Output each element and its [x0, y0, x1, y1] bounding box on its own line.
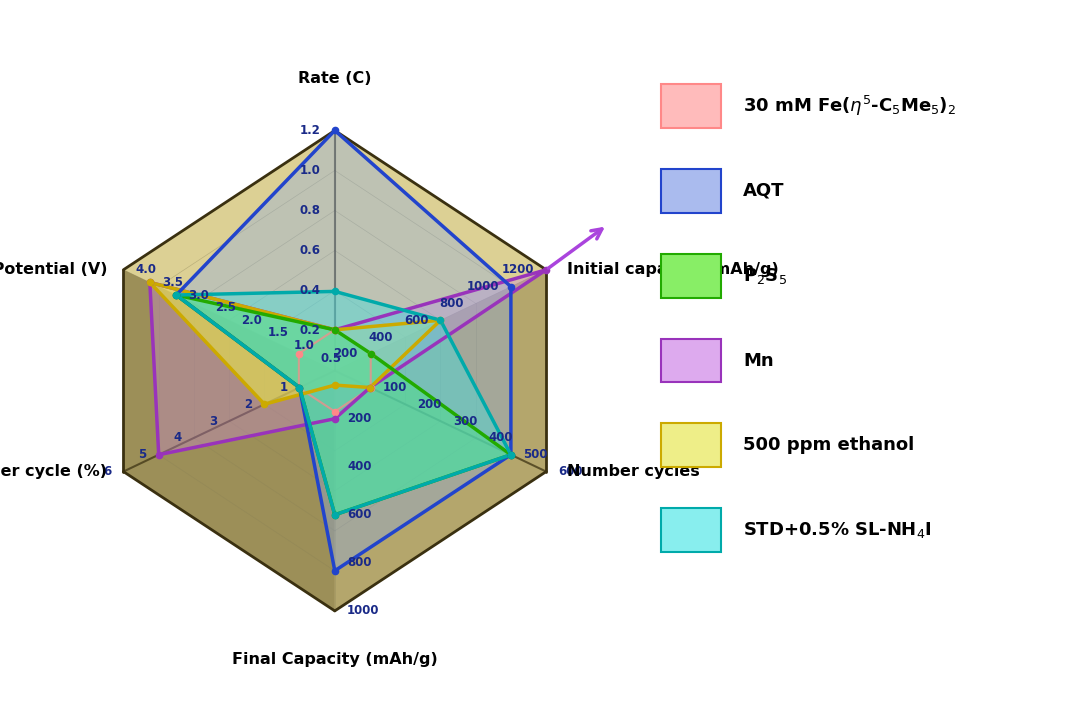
Text: 1000: 1000: [467, 280, 499, 293]
Text: Final Capacity (mAh/g): Final Capacity (mAh/g): [232, 652, 437, 667]
Text: 300: 300: [453, 415, 477, 428]
Text: STD+0.5% SL-NH$_4$I: STD+0.5% SL-NH$_4$I: [743, 520, 932, 540]
Text: 600: 600: [404, 314, 429, 327]
Text: 0.5: 0.5: [321, 352, 341, 365]
Text: Number cycles: Number cycles: [567, 464, 700, 479]
Text: Initial capacity (mAh/g): Initial capacity (mAh/g): [567, 262, 779, 278]
Text: 4: 4: [174, 431, 181, 444]
Text: 0.8: 0.8: [299, 204, 321, 217]
Text: 6: 6: [103, 465, 111, 478]
Polygon shape: [335, 270, 546, 611]
Text: 1000: 1000: [347, 604, 379, 617]
Polygon shape: [176, 131, 511, 571]
Text: 3.5: 3.5: [162, 276, 183, 289]
Text: 0.6: 0.6: [299, 244, 321, 257]
Text: 100: 100: [382, 381, 407, 394]
Text: 2.5: 2.5: [215, 301, 235, 314]
Text: 1200: 1200: [501, 263, 534, 276]
Text: 2: 2: [244, 398, 252, 411]
Text: 400: 400: [488, 431, 512, 444]
Text: 30 mM Fe($\eta^5$-C$_5$Me$_5$)$_2$: 30 mM Fe($\eta^5$-C$_5$Me$_5$)$_2$: [743, 94, 956, 118]
FancyBboxPatch shape: [661, 254, 721, 298]
Text: 800: 800: [438, 297, 463, 310]
Polygon shape: [176, 295, 511, 515]
Text: 1.5: 1.5: [268, 327, 288, 340]
Text: 1.0: 1.0: [299, 164, 321, 177]
FancyBboxPatch shape: [661, 423, 721, 467]
Text: 0.2: 0.2: [299, 324, 321, 337]
Text: 600: 600: [347, 508, 372, 521]
Text: Activation Potential (V): Activation Potential (V): [0, 262, 107, 278]
Text: 400: 400: [368, 330, 393, 343]
FancyBboxPatch shape: [661, 84, 721, 128]
Text: Capacity deray rate per cycle (%): Capacity deray rate per cycle (%): [0, 464, 107, 479]
Text: 500 ppm ethanol: 500 ppm ethanol: [743, 436, 915, 454]
Text: P$_2$S$_5$: P$_2$S$_5$: [743, 266, 787, 286]
Polygon shape: [299, 329, 370, 412]
Text: 5: 5: [138, 448, 147, 461]
Text: 200: 200: [418, 398, 442, 411]
Text: 200: 200: [334, 348, 357, 360]
Text: 400: 400: [347, 460, 372, 473]
Text: 2.0: 2.0: [241, 314, 262, 327]
FancyBboxPatch shape: [661, 508, 721, 552]
Text: 1.2: 1.2: [299, 124, 321, 137]
Text: 3: 3: [208, 415, 217, 428]
Text: 1: 1: [280, 381, 287, 394]
Text: Rate (C): Rate (C): [298, 71, 372, 86]
Text: 4.0: 4.0: [136, 263, 157, 276]
Text: 3.0: 3.0: [189, 288, 210, 301]
Text: AQT: AQT: [743, 182, 784, 200]
Text: Mn: Mn: [743, 352, 773, 369]
Polygon shape: [176, 291, 511, 515]
Text: 200: 200: [347, 412, 372, 425]
FancyBboxPatch shape: [661, 169, 721, 213]
Polygon shape: [123, 131, 546, 371]
Text: 600: 600: [558, 465, 583, 478]
Text: 800: 800: [347, 557, 372, 570]
Polygon shape: [123, 131, 546, 611]
Text: 1.0: 1.0: [294, 339, 315, 352]
Polygon shape: [150, 270, 546, 455]
Text: 0.4: 0.4: [299, 284, 321, 297]
Polygon shape: [123, 270, 335, 611]
FancyBboxPatch shape: [661, 339, 721, 382]
Polygon shape: [150, 283, 441, 404]
Text: 500: 500: [523, 448, 548, 461]
